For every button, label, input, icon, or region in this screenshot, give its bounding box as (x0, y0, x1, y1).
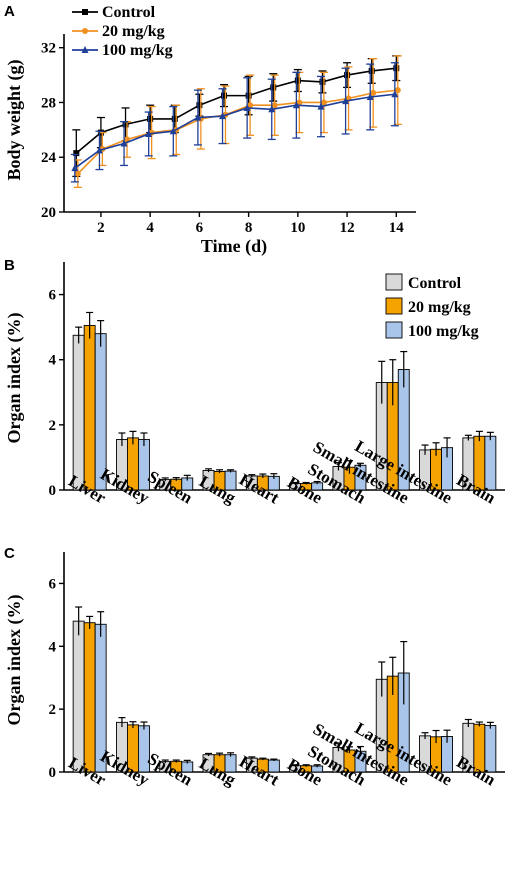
panel-a-series-100-mg-kg-point (71, 164, 79, 172)
panel-a-series-100-mg-kg-point (292, 101, 300, 109)
panel-a-legend-100-mg-kg-marker (81, 46, 89, 53)
panel-a-x-axis-title: Time (d) (201, 236, 267, 257)
panel-b-category-label-spleen: Spleen (145, 467, 197, 508)
panel-c-category-label-heart: Heart (236, 752, 283, 790)
panel-a-series-20-mg-kg-point (247, 102, 254, 109)
panel-a-series-20-mg-kg-point (394, 87, 401, 94)
panel-b-category-label-heart: Heart (236, 470, 283, 508)
panel-b-legend-100-mg-kg-label: 100 mg/kg (408, 323, 479, 340)
panel-b-bar-liver-20-mg-kg (83, 325, 96, 491)
panel-a-series-100-mg-kg-point (120, 139, 128, 147)
panel-a-legend-20-mg-kg-label: 20 mg/kg (102, 23, 165, 40)
panel-a-x-tick-label: 2 (97, 220, 105, 236)
panel-c-y-tick-label: 4 (49, 639, 57, 655)
panel-a-series-control-point (147, 115, 154, 122)
panel-a-legend-control-marker (82, 9, 88, 15)
panel-a-series-20-mg-kg-point (296, 99, 303, 106)
panel-a-series-control-point (344, 72, 351, 79)
panel-a-series-control-point (171, 115, 178, 122)
panel-a-x-tick-label: 6 (196, 220, 204, 236)
panel-b-legend-control-label: Control (408, 275, 462, 292)
panel-a-y-tick-label: 32 (41, 41, 56, 57)
panel-b-legend-control-swatch (385, 273, 403, 291)
panel-letter-b: B (4, 257, 15, 274)
panel-a-series-100-mg-kg-point (243, 103, 251, 111)
panel-a-series-20-mg-kg-line (77, 89, 398, 175)
panel-a-legend-20-mg-kg-marker (82, 28, 88, 34)
panel-b-legend-20-mg-kg-swatch (385, 297, 403, 315)
panel-a-x-tick-label: 10 (290, 220, 305, 236)
panel-c-y-axis-title: Organ index (%) (4, 594, 25, 725)
panel-a-series-100-mg-kg-point (268, 105, 276, 113)
panel-a-legend-100-mg-kg-label: 100 mg/kg (102, 42, 173, 59)
panel-a-x-tick-label: 4 (146, 220, 154, 236)
panel-c-y-tick-label: 0 (49, 765, 57, 781)
panel-b-y-tick-label: 4 (49, 353, 57, 369)
panel-b-y-tick-label: 2 (49, 418, 57, 434)
panel-a-series-100-mg-kg-point (169, 127, 177, 135)
panel-c-y-tick-label: 2 (49, 702, 57, 718)
panel-a-series-control-point (393, 65, 400, 72)
panel-a-series-100-mg-kg-line (74, 93, 395, 169)
panel-a-x-tick-label: 8 (245, 220, 253, 236)
panel-a-legend-control-label: Control (102, 4, 156, 21)
panel-b-bar-liver-control (72, 334, 85, 491)
panel-letter-a: A (4, 3, 15, 20)
panel-a-series-control-point (319, 78, 326, 85)
panel-c-y-tick-label: 6 (49, 576, 57, 592)
panel-b-y-axis-title: Organ index (%) (4, 312, 25, 443)
panel-a-series-20-mg-kg-point (74, 170, 81, 177)
panel-a-series-100-mg-kg-point (145, 129, 153, 137)
panel-a-series-control-point (294, 77, 301, 84)
panel-a-y-axis-title: Body weight (g) (4, 59, 25, 180)
panel-a-series-20-mg-kg-point (271, 102, 278, 109)
panel-a-series-100-mg-kg-point (317, 102, 325, 110)
panel-a-series-control-point (196, 102, 203, 109)
panel-b-legend-100-mg-kg-swatch (385, 321, 403, 339)
panel-c-bar-liver-control (72, 620, 85, 773)
panel-a-series-control-point (122, 121, 129, 128)
panel-a-series-control-point (221, 92, 227, 99)
panel-a-series-control-point (368, 67, 375, 74)
panel-a-series-control-point (73, 150, 80, 157)
panel-a-series-20-mg-kg-point (370, 89, 377, 96)
panel-b-y-tick-label: 6 (49, 288, 57, 304)
panel-a-series-20-mg-kg-point (320, 99, 327, 106)
panel-a-y-tick-label: 28 (41, 95, 56, 111)
panel-a-series-100-mg-kg-point (366, 92, 374, 100)
panel-a-series-100-mg-kg-point (194, 113, 202, 121)
panel-c-bar-liver-20-mg-kg (83, 622, 96, 773)
panel-a-series-control-point (270, 84, 277, 91)
panel-b-y-tick-label: 0 (49, 483, 57, 499)
panel-b-legend-20-mg-kg-label: 20 mg/kg (408, 299, 471, 316)
panel-b-bar-brain-100-mg-kg (484, 435, 497, 491)
panel-a-series-100-mg-kg-point (95, 146, 103, 154)
panel-a-x-tick-label: 12 (340, 220, 355, 236)
panel-a-y-tick-label: 20 (41, 205, 56, 221)
panel-a-series-100-mg-kg-point (391, 90, 399, 98)
panel-letter-c: C (4, 545, 15, 562)
panel-c-category-label-spleen: Spleen (145, 749, 197, 790)
panel-a-series-20-mg-kg-point (124, 136, 131, 143)
panel-a-x-tick-label: 14 (389, 220, 405, 236)
panel-a-series-100-mg-kg-point (219, 112, 227, 120)
panel-a-series-control-point (245, 92, 252, 99)
panel-a-series-100-mg-kg-point (342, 97, 350, 105)
panel-a-y-tick-label: 24 (41, 150, 57, 166)
panel-a-series-control-line (75, 67, 397, 154)
